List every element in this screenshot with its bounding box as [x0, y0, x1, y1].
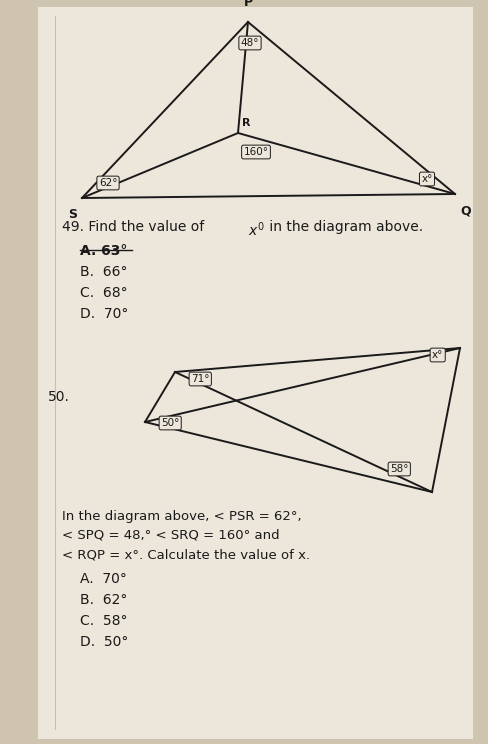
Text: Q: Q	[460, 204, 470, 217]
Text: < SPQ = 48,° < SRQ = 160° and: < SPQ = 48,° < SRQ = 160° and	[62, 529, 280, 542]
Text: < RQP = x°. Calculate the value of x.: < RQP = x°. Calculate the value of x.	[62, 548, 310, 561]
Text: 50.: 50.	[48, 390, 70, 404]
Text: S: S	[68, 208, 77, 221]
Text: B.  62°: B. 62°	[80, 593, 127, 607]
FancyBboxPatch shape	[38, 7, 473, 739]
Text: 62°: 62°	[99, 178, 117, 188]
Text: A.  70°: A. 70°	[80, 572, 127, 586]
Text: D.  70°: D. 70°	[80, 307, 128, 321]
Text: D.  50°: D. 50°	[80, 635, 128, 649]
Text: 49. Find the value of: 49. Find the value of	[62, 220, 209, 234]
Text: 71°: 71°	[191, 374, 209, 384]
Text: C.  68°: C. 68°	[80, 286, 128, 300]
Text: 160°: 160°	[244, 147, 268, 157]
Text: x°: x°	[432, 350, 444, 360]
Text: R: R	[242, 118, 250, 128]
Text: x°: x°	[421, 174, 433, 184]
Text: A. 63°: A. 63°	[80, 244, 127, 258]
Text: 50°: 50°	[161, 418, 180, 428]
Text: 48°: 48°	[241, 38, 259, 48]
Text: $x^{0}$: $x^{0}$	[248, 220, 264, 239]
Text: In the diagram above, < PSR = 62°,: In the diagram above, < PSR = 62°,	[62, 510, 302, 523]
Text: in the diagram above.: in the diagram above.	[265, 220, 423, 234]
Text: C.  58°: C. 58°	[80, 614, 127, 628]
Text: P: P	[244, 0, 253, 9]
Text: 58°: 58°	[390, 464, 408, 474]
Text: B.  66°: B. 66°	[80, 265, 127, 279]
